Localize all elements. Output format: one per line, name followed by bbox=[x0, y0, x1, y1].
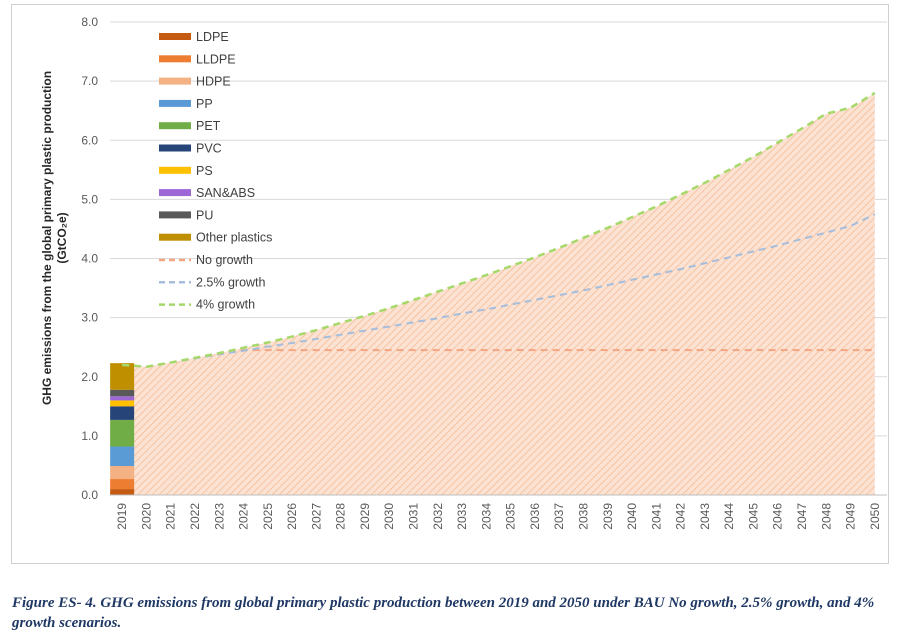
legend-label: LLDPE bbox=[196, 52, 236, 66]
bar-segment-ldpe bbox=[110, 489, 135, 495]
legend-label: No growth bbox=[196, 253, 253, 267]
bar-segment-san-abs bbox=[110, 396, 135, 401]
legend-label: PU bbox=[196, 208, 213, 222]
x-tick-label: 2035 bbox=[504, 503, 518, 530]
x-tick-label: 2031 bbox=[407, 503, 421, 530]
x-tick-label: 2049 bbox=[844, 503, 858, 530]
y-axis-unit: (GtCO₂e) bbox=[55, 212, 69, 263]
legend-label: SAN&ABS bbox=[196, 186, 255, 200]
x-tick-label: 2027 bbox=[309, 503, 323, 530]
scenario-lines bbox=[122, 91, 876, 368]
bar-segment-pvc bbox=[110, 406, 135, 420]
legend-label: PET bbox=[196, 119, 221, 133]
x-tick-label: 2021 bbox=[164, 503, 178, 530]
y-tick-label: 7.0 bbox=[81, 74, 98, 88]
x-tick-label: 2038 bbox=[576, 503, 590, 530]
legend-label: 4% growth bbox=[196, 298, 255, 312]
scenario-area bbox=[122, 92, 875, 495]
x-tick-label: 2042 bbox=[674, 503, 688, 530]
y-tick-label: 4.0 bbox=[81, 252, 98, 266]
legend-swatch bbox=[159, 189, 191, 197]
legend-label: Other plastics bbox=[196, 231, 272, 245]
legend-swatch bbox=[159, 144, 191, 152]
x-tick-label: 2033 bbox=[455, 503, 469, 530]
bar-segment-other-plastics bbox=[110, 363, 135, 390]
y-tick-label: 8.0 bbox=[81, 15, 98, 29]
legend-swatch bbox=[159, 99, 191, 107]
figure-caption: Figure ES- 4. GHG emissions from global … bbox=[12, 595, 875, 631]
legend-swatch bbox=[159, 233, 191, 241]
legend-label: LDPE bbox=[196, 30, 229, 44]
x-tick-label: 2032 bbox=[431, 503, 445, 530]
x-tick-label: 2034 bbox=[479, 503, 493, 530]
legend-swatch bbox=[159, 122, 191, 130]
y-tick-label: 1.0 bbox=[81, 429, 98, 443]
y-tick-label: 5.0 bbox=[81, 192, 98, 206]
line-4-growth bbox=[122, 91, 876, 368]
legend-swatch bbox=[159, 33, 191, 40]
legend-label: PP bbox=[196, 97, 213, 111]
x-tick-label: 2026 bbox=[285, 503, 299, 530]
legend-swatch bbox=[159, 211, 191, 219]
legend-swatch bbox=[159, 166, 191, 174]
x-tick-label: 2040 bbox=[625, 503, 639, 530]
y-tick-label: 2.0 bbox=[81, 370, 98, 384]
emissions-chart: 0.0 1.0 2.0 3.0 4.0 5.0 6.0 7.0 8.0 2019 2020 2021… bbox=[40, 15, 887, 530]
x-tick-label: 2041 bbox=[649, 503, 663, 530]
y-tick-label: 3.0 bbox=[81, 311, 98, 325]
bar-segment-pu bbox=[110, 389, 135, 397]
x-tick-label: 2050 bbox=[868, 503, 882, 530]
x-tick-label: 2036 bbox=[528, 503, 542, 530]
x-tick-label: 2043 bbox=[698, 503, 712, 530]
x-tick-label: 2047 bbox=[795, 503, 809, 530]
x-tick-label: 2019 bbox=[115, 503, 129, 530]
x-tick-label: 2030 bbox=[382, 503, 396, 530]
legend-label: HDPE bbox=[196, 75, 231, 89]
x-axis-ticks: 2019 2020 2021 2022 2023 2024 2025 2026 2027 2028… bbox=[115, 503, 882, 530]
x-tick-label: 2039 bbox=[601, 503, 615, 530]
stacked-bar-2019 bbox=[110, 363, 135, 495]
scenario-area-fill bbox=[122, 92, 875, 495]
bar-segment-lldpe bbox=[110, 479, 135, 490]
bar-segment-hdpe bbox=[110, 466, 135, 480]
legend-swatch bbox=[159, 77, 191, 85]
x-tick-label: 2048 bbox=[819, 503, 833, 530]
y-tick-label: 6.0 bbox=[81, 133, 98, 147]
line-2-5-growth bbox=[122, 213, 876, 368]
x-tick-label: 2023 bbox=[212, 503, 226, 530]
x-tick-label: 2029 bbox=[358, 503, 372, 530]
y-axis-ticks: 0.0 1.0 2.0 3.0 4.0 5.0 6.0 7.0 8.0 bbox=[81, 15, 98, 502]
x-tick-label: 2028 bbox=[334, 503, 348, 530]
bar-segment-ps bbox=[110, 400, 135, 407]
bar-segment-pet bbox=[110, 419, 135, 447]
legend-label: PS bbox=[196, 164, 213, 178]
x-tick-label: 2024 bbox=[237, 503, 251, 530]
x-tick-label: 2037 bbox=[552, 503, 566, 530]
x-tick-label: 2045 bbox=[746, 503, 760, 530]
legend-swatch bbox=[159, 55, 191, 63]
x-tick-label: 2020 bbox=[139, 503, 153, 530]
legend: LDPE LLDPE HDPE PP PET PVC PS SAN&ABS PU Other pl… bbox=[159, 30, 272, 312]
y-tick-label: 0.0 bbox=[81, 488, 98, 502]
figure-frame: 0.0 1.0 2.0 3.0 4.0 5.0 6.0 7.0 8.0 2019 2020 2021… bbox=[11, 4, 889, 564]
x-tick-label: 2046 bbox=[771, 503, 785, 530]
legend-label: 2.5% growth bbox=[196, 275, 266, 289]
legend-label: PVC bbox=[196, 142, 222, 156]
x-tick-label: 2025 bbox=[261, 503, 275, 530]
x-tick-label: 2022 bbox=[188, 503, 202, 530]
bar-segment-pp bbox=[110, 446, 135, 467]
y-axis-title: GHG emissions from the global primary pl… bbox=[40, 71, 54, 405]
x-tick-label: 2044 bbox=[722, 503, 736, 530]
